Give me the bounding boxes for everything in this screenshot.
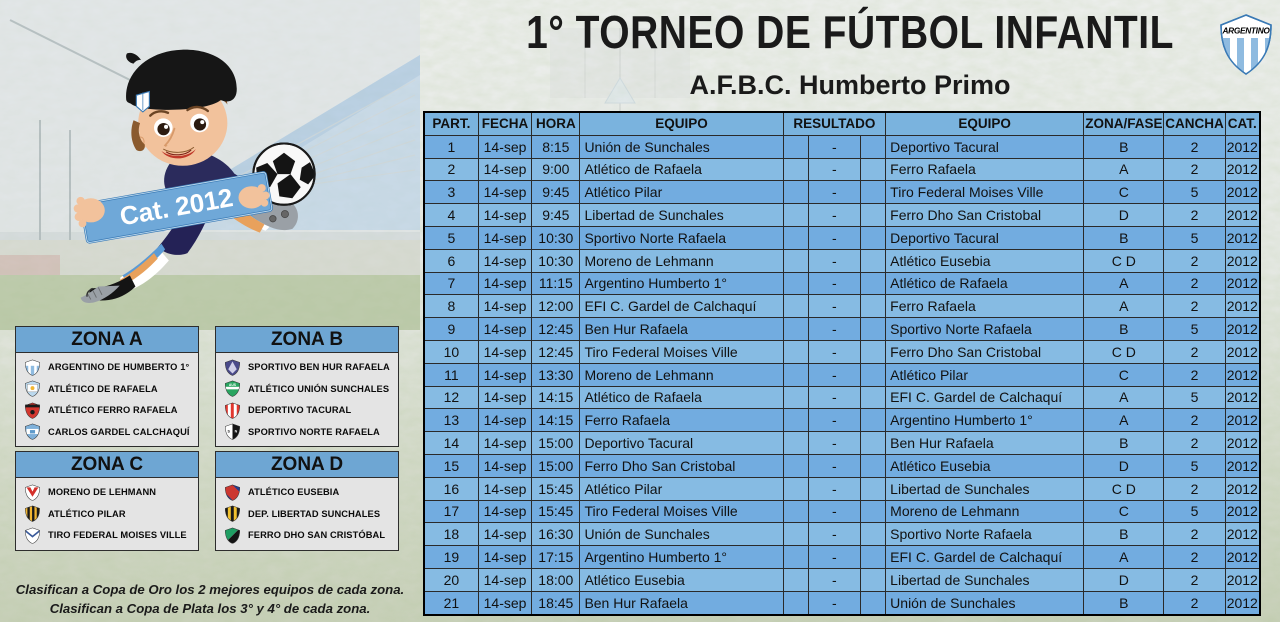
svg-text:ARGENTINO: ARGENTINO bbox=[1221, 26, 1270, 36]
svg-text:N: N bbox=[235, 430, 238, 434]
svg-text:AUS: AUS bbox=[229, 383, 237, 387]
